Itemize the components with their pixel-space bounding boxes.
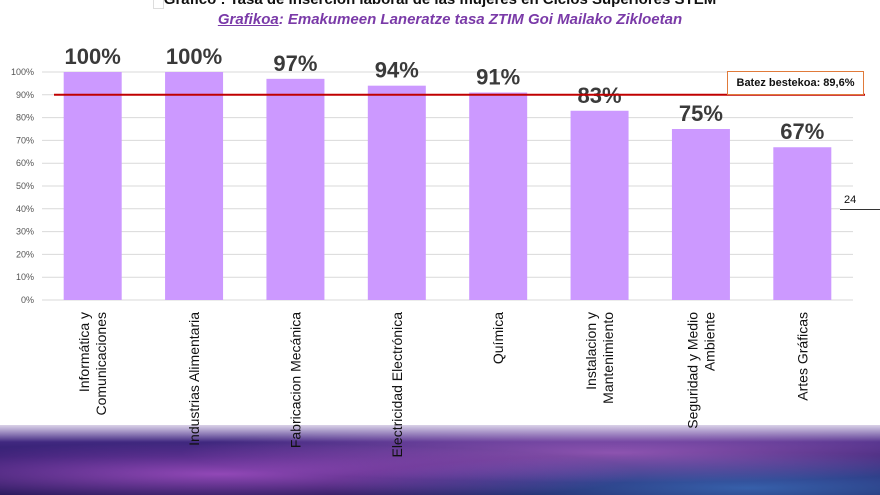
category-label-line: Instalacion y bbox=[583, 312, 599, 390]
category-label: Artes Gráficas bbox=[794, 312, 810, 401]
y-tick-label: 40% bbox=[16, 204, 34, 214]
chart-title: Gráfico : Tasa de inserción laboral de l… bbox=[0, 0, 880, 8]
category-label: Electricidad Electrónica bbox=[389, 312, 405, 458]
page-number: 24 bbox=[840, 194, 880, 210]
value-label: 91% bbox=[476, 65, 520, 90]
category-label: Instalacion y Mantenimiento bbox=[583, 312, 616, 404]
average-label-box: Batez bestekoa: 89,6% bbox=[727, 71, 864, 95]
subtitle-prefix: Grafikoa bbox=[217, 11, 279, 28]
y-tick-label: 60% bbox=[16, 158, 34, 168]
bar bbox=[266, 78, 325, 300]
category-label-line: Artes Gráficas bbox=[794, 312, 810, 401]
category-label: Informática y Comunicaciones bbox=[76, 312, 109, 416]
value-label: 94% bbox=[375, 58, 419, 83]
category-label-line: Química bbox=[490, 312, 506, 364]
category-label-line: Comunicaciones bbox=[93, 312, 109, 416]
bar bbox=[773, 147, 832, 300]
bar bbox=[671, 129, 730, 300]
value-label: 97% bbox=[273, 51, 317, 76]
bar bbox=[367, 85, 426, 301]
y-axis-ticks: 0% 10% 20% 30% 40% 50% 60% 70% 80% 90% 100% bbox=[11, 67, 34, 305]
bar bbox=[165, 72, 224, 300]
y-tick-label: 50% bbox=[16, 181, 34, 191]
bar bbox=[63, 72, 122, 300]
y-tick-label: 90% bbox=[16, 90, 34, 100]
y-tick-label: 0% bbox=[21, 295, 34, 305]
bars bbox=[63, 72, 832, 301]
y-tick-label: 70% bbox=[16, 135, 34, 145]
category-label: Industrias Alimentaria bbox=[186, 312, 202, 446]
category-label: Seguridad y Medio Ambiente bbox=[684, 312, 717, 429]
subtitle-rest: : Emakumeen Laneratze tasa ZTIM Goi Mail… bbox=[278, 11, 683, 28]
category-label-line: Mantenimiento bbox=[600, 312, 616, 404]
value-label: 100% bbox=[166, 44, 222, 69]
category-label: Química bbox=[490, 312, 506, 364]
category-labels: Informática y Comunicaciones Industrias Al… bbox=[76, 312, 810, 458]
title-marker bbox=[153, 0, 164, 9]
chart-subtitle: Grafikoa: Emakumeen Laneratze tasa ZTIM … bbox=[190, 11, 710, 28]
category-label-line: Electricidad Electrónica bbox=[389, 312, 405, 458]
category-label-line: Fabricacion Mecánica bbox=[287, 312, 303, 448]
value-label: 75% bbox=[679, 101, 723, 126]
category-label: Fabricacion Mecánica bbox=[287, 312, 303, 448]
value-label: 67% bbox=[780, 119, 824, 144]
category-label-line: Seguridad y Medio bbox=[684, 312, 700, 429]
category-label-line: Ambiente bbox=[701, 312, 717, 371]
footer-fade bbox=[0, 420, 880, 442]
bar bbox=[469, 92, 528, 301]
category-label-line: Informática y bbox=[76, 312, 92, 392]
category-label-line: Industrias Alimentaria bbox=[186, 312, 202, 446]
y-tick-label: 30% bbox=[16, 227, 34, 237]
y-tick-label: 100% bbox=[11, 67, 34, 77]
y-tick-label: 10% bbox=[16, 272, 34, 282]
y-tick-label: 80% bbox=[16, 113, 34, 123]
value-label: 100% bbox=[65, 44, 121, 69]
bar bbox=[570, 110, 629, 300]
y-tick-label: 20% bbox=[16, 249, 34, 259]
grid-lines bbox=[42, 71, 853, 301]
